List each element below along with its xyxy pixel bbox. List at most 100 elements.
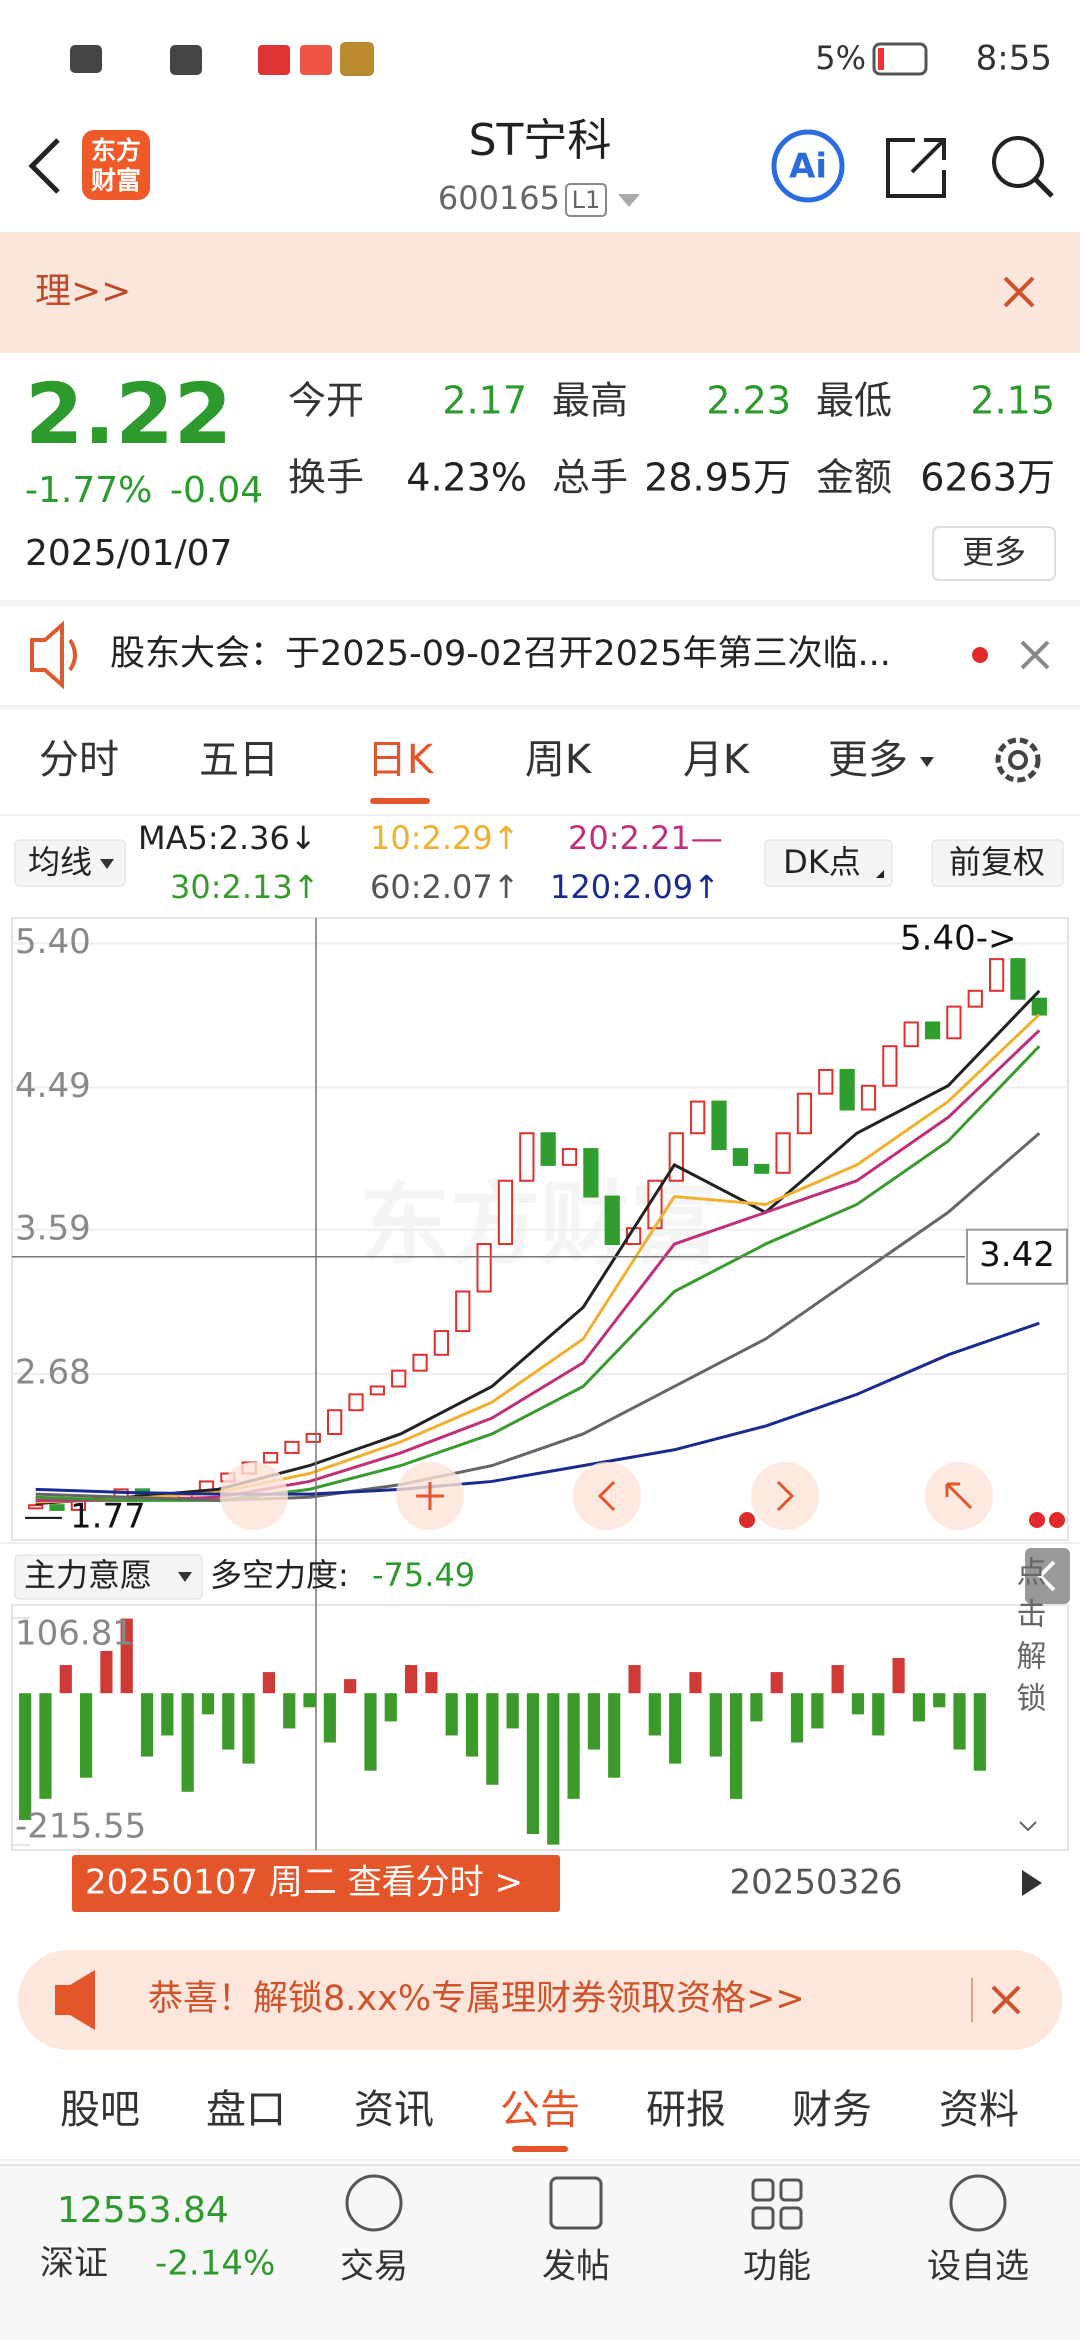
logo[interactable] xyxy=(82,130,150,200)
field-value: 2.17 xyxy=(442,379,527,423)
ma-value: 10:2.29↑ xyxy=(370,819,520,857)
indicator-bar xyxy=(628,1665,641,1694)
search-button[interactable] xyxy=(992,136,1044,188)
candle-body xyxy=(988,958,1005,992)
info-tab-underline xyxy=(512,2146,568,2152)
indicator-bar xyxy=(425,1672,438,1694)
collapse-tab[interactable] xyxy=(1025,1548,1070,1604)
chart-nav-button[interactable] xyxy=(220,1462,288,1530)
close-banner[interactable] xyxy=(1003,276,1035,308)
more-text: 更多 xyxy=(962,533,1026,571)
period-tab[interactable]: 周K xyxy=(525,737,593,783)
candle-body xyxy=(711,1100,727,1151)
indicator-bar xyxy=(161,1693,174,1736)
back-button[interactable] xyxy=(28,138,60,194)
banner-text: 理>> xyxy=(35,271,131,312)
status-icon xyxy=(70,45,102,73)
more-button[interactable] xyxy=(932,526,1056,581)
period-tab[interactable]: 分时 xyxy=(39,737,119,783)
red-dot xyxy=(739,1512,755,1528)
ma-dropdown xyxy=(100,859,114,869)
chart-nav-icon xyxy=(416,1482,444,1510)
settings-button[interactable] xyxy=(995,737,1041,783)
indicator-bar xyxy=(648,1693,661,1736)
candle-body xyxy=(262,1451,279,1464)
chart-nav-icon xyxy=(945,1482,973,1510)
field-label: 总手 xyxy=(552,456,628,500)
bottom-item[interactable]: 功能 xyxy=(743,2247,811,2287)
y-tick-label: 5.40 xyxy=(15,922,91,962)
index-value: 12553.84 xyxy=(57,2190,229,2231)
ma-value: 30:2.13↑ xyxy=(170,868,320,906)
period-tab[interactable]: 更多 xyxy=(828,737,908,783)
ma-value: 20:2.21— xyxy=(568,819,723,857)
play-button[interactable] xyxy=(1022,1870,1042,1896)
candle-body xyxy=(284,1440,300,1454)
period-tab[interactable]: 月K xyxy=(683,737,751,783)
chart-nav-button[interactable] xyxy=(573,1462,641,1530)
banner[interactable] xyxy=(0,232,1080,353)
field-label: 最高 xyxy=(552,379,628,423)
info-tab[interactable]: 财务 xyxy=(792,2087,872,2133)
status-battery: 5% xyxy=(815,39,866,77)
indicator-bar xyxy=(709,1693,722,1757)
level-dropdown[interactable] xyxy=(618,194,640,207)
info-tab[interactable]: 研报 xyxy=(646,2087,726,2133)
info-tab[interactable]: 股吧 xyxy=(60,2087,140,2133)
status-icon xyxy=(340,42,374,76)
level-box xyxy=(565,183,607,217)
indicator-bar xyxy=(567,1693,580,1799)
date-label: 20250326 xyxy=(729,1863,902,1903)
candle-body xyxy=(391,1369,407,1388)
adjust-button[interactable] xyxy=(931,839,1064,887)
candle-body xyxy=(754,1163,770,1174)
indicator-bar xyxy=(547,1693,560,1845)
candle-body xyxy=(433,1330,450,1356)
logo-text: 财富 xyxy=(91,166,141,195)
status-time: 8:55 xyxy=(976,39,1052,79)
dk-corner xyxy=(876,870,884,878)
chart-nav-button[interactable] xyxy=(751,1462,819,1530)
promo-banner[interactable] xyxy=(18,1950,1062,2050)
adjust-text: 前复权 xyxy=(949,843,1045,881)
info-tab[interactable]: 资料 xyxy=(939,2087,1019,2133)
indicator-bar xyxy=(790,1693,804,1743)
candle-body xyxy=(369,1385,385,1396)
promo-icon xyxy=(55,1970,95,2030)
dk-text: DK点 xyxy=(783,843,861,881)
info-tab[interactable]: 资讯 xyxy=(354,2087,434,2133)
indicator-bar xyxy=(831,1665,844,1694)
bottom-item[interactable]: 发帖 xyxy=(542,2247,610,2287)
period-tab[interactable]: 五日 xyxy=(199,737,279,783)
candle-body xyxy=(1010,958,1026,1000)
indicator-selector[interactable] xyxy=(14,1554,203,1600)
ai-button[interactable] xyxy=(771,129,845,203)
period-tab[interactable]: 日K xyxy=(367,737,435,783)
bottom-item[interactable]: 交易 xyxy=(340,2247,408,2287)
dk-button[interactable] xyxy=(764,839,893,887)
unlock-text[interactable]: 点击解锁 xyxy=(1011,1556,1047,1724)
unlock-panel[interactable] xyxy=(990,1610,1065,1845)
close-promo[interactable] xyxy=(991,1985,1021,2015)
candle-body xyxy=(49,1504,65,1511)
indicator-frame xyxy=(11,1604,1069,1851)
candle-body xyxy=(882,1045,898,1087)
tab-underline xyxy=(370,798,430,804)
bottom-item[interactable]: 设自选 xyxy=(927,2247,1029,2287)
indicator-bar xyxy=(892,1658,905,1694)
logo-text: 东方 xyxy=(91,136,141,165)
field-value: 6263万 xyxy=(920,456,1055,500)
indicator-bar xyxy=(120,1618,133,1694)
trade-icon xyxy=(345,2174,403,2232)
ma-selector[interactable] xyxy=(14,839,126,887)
info-tab[interactable]: 公告 xyxy=(500,2087,580,2133)
candle-body xyxy=(668,1132,684,1182)
speaker-icon xyxy=(30,620,77,690)
close-notice[interactable] xyxy=(1020,640,1050,670)
ma-value: 120:2.09↑ xyxy=(550,868,720,906)
indicator-bar xyxy=(465,1693,479,1757)
info-tab[interactable]: 盘口 xyxy=(206,2087,286,2133)
date-selected-box[interactable] xyxy=(72,1855,560,1912)
indicator-bar xyxy=(608,1693,621,1778)
share-button[interactable] xyxy=(886,138,946,198)
